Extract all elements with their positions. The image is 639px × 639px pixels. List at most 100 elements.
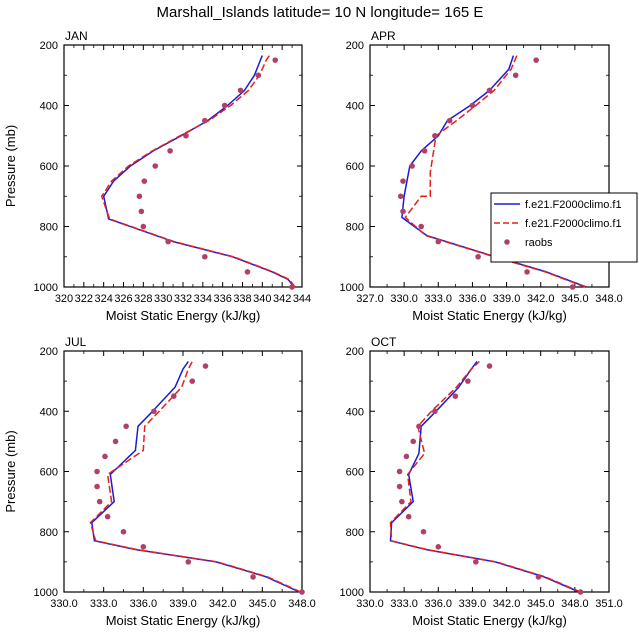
raobs-point — [136, 193, 143, 200]
x-tick-label: 342.0 — [209, 598, 237, 610]
x-tick-label: 348.0 — [561, 598, 589, 610]
y-tick-label: 800 — [346, 222, 364, 234]
raobs-point — [486, 363, 493, 369]
legend-marker — [504, 239, 510, 245]
x-tick-label: 333.0 — [90, 598, 118, 610]
x-axis-label: Moist Static Energy (kJ/kg) — [106, 613, 261, 628]
y-tick-label: 1000 — [34, 282, 58, 294]
x-tick-label: 348.0 — [595, 293, 623, 305]
y-tick-label: 400 — [346, 101, 364, 113]
raobs-point — [475, 253, 481, 260]
raobs-point — [410, 438, 417, 445]
x-tick-label: 320 — [55, 293, 73, 305]
y-tick-label: 600 — [346, 467, 364, 479]
raobs-point — [465, 378, 471, 384]
x-tick-label: 336.0 — [130, 598, 158, 610]
y-tick-label: 200 — [346, 346, 364, 358]
x-tick-label: 330 — [154, 293, 172, 305]
raobs-point — [152, 163, 159, 169]
x-tick-label: 340 — [253, 293, 271, 305]
x-tick-label: 342.0 — [493, 598, 521, 610]
x-tick-label: 330.0 — [50, 598, 78, 610]
legend-label: raobs — [525, 237, 553, 249]
raobs-point — [418, 223, 425, 230]
panel-apr: 327.0 330.0 333.0 336.0 339.0 342.0 345.0 348.0… — [340, 29, 623, 323]
panel-jul: 330.0 333.0 336.0 339.0 342.0 345.0 348.0 200 40… — [3, 335, 316, 628]
x-tick-label: 322 — [75, 293, 93, 305]
y-tick-label: 800 — [346, 527, 364, 539]
x-tick-label: 324 — [94, 293, 112, 305]
raobs-point — [140, 223, 147, 230]
raobs-point — [577, 589, 584, 595]
raobs-point — [473, 559, 479, 565]
raobs-point — [140, 544, 147, 550]
plot-frame — [63, 44, 303, 288]
y-tick-label: 400 — [40, 101, 58, 113]
model-line-solid — [102, 55, 295, 288]
x-tick-label: 339.0 — [493, 293, 521, 305]
raobs-point — [421, 148, 428, 154]
legend-label: f.e21.F2000climo.f1 — [525, 218, 622, 230]
model-line-dashed — [100, 55, 296, 288]
raobs-point — [102, 453, 108, 460]
x-axis-label: Moist Static Energy (kJ/kg) — [412, 613, 567, 628]
y-tick-label: 200 — [346, 40, 364, 52]
plot-frame — [369, 350, 610, 593]
x-axis-label: Moist Static Energy (kJ/kg) — [412, 308, 567, 323]
y-tick-label: 600 — [40, 467, 58, 479]
raobs-point — [94, 483, 100, 490]
raobs-point — [399, 498, 405, 505]
y-tick-label: 400 — [40, 406, 58, 418]
y-tick-label: 200 — [40, 40, 58, 52]
raobs-point — [272, 57, 279, 63]
raobs-point — [165, 238, 171, 245]
x-tick-label: 336.0 — [425, 598, 453, 610]
raobs-point — [299, 589, 305, 595]
raobs-point — [141, 178, 148, 184]
x-tick-label: 336.0 — [459, 293, 487, 305]
x-tick-label: 336 — [213, 293, 231, 305]
raobs-point — [396, 483, 403, 490]
model-line-dashed — [389, 360, 581, 593]
legend: f.e21.F2000climo.f1 f.e21.F2000climo.f1 ra… — [490, 192, 638, 263]
x-tick-label: 345.0 — [527, 598, 555, 610]
raobs-point — [237, 87, 244, 94]
raobs-point — [435, 544, 442, 550]
raobs-point — [185, 559, 192, 565]
x-tick-label: 333.0 — [390, 598, 418, 610]
raobs-point — [170, 393, 177, 399]
y-tick-label: 200 — [40, 346, 58, 358]
model-line-solid — [389, 361, 580, 593]
x-tick-label: 345.0 — [249, 598, 277, 610]
panel-label: JUL — [65, 335, 87, 349]
raobs-point — [120, 528, 127, 535]
y-tick-label: 400 — [346, 406, 364, 418]
raobs-point — [202, 253, 208, 260]
x-tick-label: 351.0 — [595, 598, 623, 610]
panel-label: JAN — [65, 29, 88, 43]
x-tick-label: 344 — [293, 293, 311, 305]
raobs-point — [396, 468, 403, 475]
y-tick-label: 1000 — [340, 282, 364, 294]
x-tick-label: 330.0 — [356, 598, 384, 610]
x-tick-label: 330.0 — [390, 293, 418, 305]
raobs-point — [420, 528, 427, 535]
x-tick-label: 326 — [114, 293, 132, 305]
y-axis-label: Pressure (mb) — [3, 125, 18, 207]
raobs-point — [569, 284, 576, 290]
raobs-point — [250, 574, 256, 580]
raobs-point — [202, 363, 209, 369]
raobs-point — [221, 102, 228, 109]
raobs-point — [403, 453, 410, 460]
raobs-point — [512, 72, 519, 79]
raobs-point — [289, 284, 295, 290]
legend-label: f.e21.F2000climo.f1 — [525, 199, 622, 211]
raobs-point — [533, 57, 539, 63]
raobs-point — [123, 423, 129, 430]
raobs-point — [469, 102, 476, 109]
raobs-point — [524, 269, 530, 275]
panels-group: 320 322 324 326 328 330 332 334 336 338 340 342 344 2… — [3, 29, 623, 628]
raobs-point — [202, 117, 208, 124]
model-line-dashed — [404, 55, 586, 288]
raobs-point — [400, 178, 406, 184]
